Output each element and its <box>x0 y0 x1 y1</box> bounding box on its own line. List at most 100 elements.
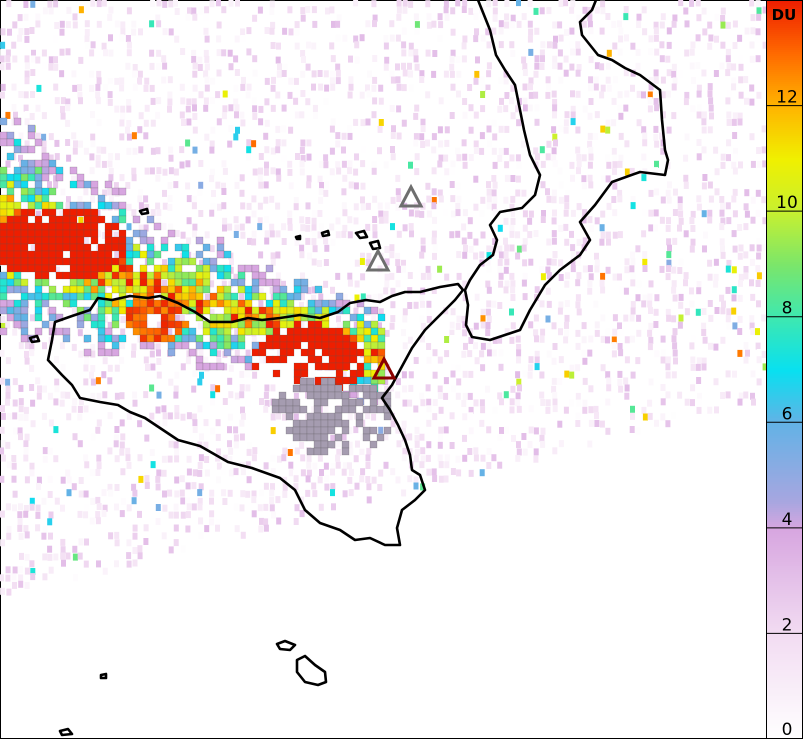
so2-pixel <box>89 153 95 161</box>
so2-pixel <box>197 188 203 196</box>
so2-pixel <box>279 341 288 350</box>
so2-pixel <box>131 132 137 140</box>
so2-pixel <box>659 55 665 63</box>
so2-pixel <box>426 300 432 308</box>
so2-pixel <box>0 426 5 434</box>
so2-pixel <box>347 413 353 421</box>
so2-pixel <box>34 271 43 280</box>
so2-pixel <box>335 292 344 301</box>
so2-pixel <box>279 348 288 357</box>
so2-pixel <box>594 111 600 119</box>
so2-pixel <box>13 278 22 287</box>
so2-pixel <box>24 531 30 539</box>
so2-pixel <box>321 320 330 329</box>
so2-pixel <box>216 357 222 365</box>
so2-pixel <box>181 334 190 343</box>
so2-pixel <box>265 320 274 329</box>
so2-pixel <box>160 313 169 322</box>
so2-pixel <box>209 299 218 308</box>
so2-pixel <box>672 328 678 336</box>
so2-pixel <box>408 223 414 231</box>
so2-pixel <box>139 334 148 343</box>
so2-pixel <box>636 280 642 288</box>
so2-pixel <box>0 91 5 99</box>
so2-pixel <box>641 300 647 308</box>
colorbar-band <box>766 652 803 655</box>
so2-pixel <box>359 448 365 456</box>
so2-pixel <box>347 153 353 161</box>
so2-pixel <box>34 201 43 210</box>
so2-pixel <box>120 468 126 476</box>
so2-pixel <box>744 27 750 35</box>
so2-pixel <box>179 161 185 169</box>
so2-pixel <box>104 250 113 259</box>
so2-pixel <box>419 133 425 141</box>
so2-pixel <box>509 203 515 211</box>
so2-pixel <box>41 497 47 505</box>
so2-pixel <box>522 370 528 378</box>
so2-pixel <box>156 469 162 477</box>
so2-pixel <box>210 391 216 399</box>
so2-pixel <box>756 147 762 154</box>
so2-pixel <box>671 315 677 323</box>
so2-pixel <box>13 229 22 238</box>
so2-pixel <box>390 287 396 295</box>
so2-pixel <box>160 334 169 343</box>
so2-pixel <box>191 7 197 15</box>
so2-pixel <box>179 314 185 322</box>
so2-pixel <box>587 287 593 295</box>
so2-pixel <box>84 461 90 469</box>
colorbar-band <box>766 730 803 733</box>
so2-pixel <box>311 258 317 266</box>
colorbar-band <box>766 470 803 473</box>
so2-pixel <box>54 153 60 161</box>
so2-pixel <box>12 378 18 386</box>
so2-pixel <box>328 299 337 308</box>
so2-pixel <box>132 64 138 71</box>
so2-pixel <box>198 7 204 15</box>
so2-pixel <box>132 215 141 224</box>
so2-pixel <box>62 292 71 301</box>
so2-pixel <box>654 294 660 302</box>
so2-pixel <box>29 497 35 505</box>
so2-pixel <box>132 524 138 532</box>
so2-pixel <box>95 511 101 519</box>
so2-pixel <box>648 307 653 314</box>
colorbar-band <box>766 680 803 683</box>
so2-pixel <box>654 350 660 358</box>
so2-pixel <box>5 398 10 406</box>
so2-pixel <box>594 259 600 267</box>
so2-pixel <box>426 356 432 364</box>
so2-pixel <box>292 426 301 435</box>
so2-pixel <box>342 376 351 385</box>
colorbar-band <box>766 154 803 157</box>
so2-pixel <box>314 299 323 308</box>
so2-pixel <box>209 209 215 217</box>
colorbar-band <box>766 588 803 591</box>
so2-pixel <box>653 321 659 328</box>
colorbar-band <box>766 100 803 103</box>
so2-pixel <box>72 433 78 441</box>
so2-pixel <box>761 351 766 358</box>
so2-pixel <box>545 188 550 196</box>
so2-pixel <box>353 203 359 211</box>
so2-pixel <box>636 119 642 127</box>
so2-pixel <box>369 398 378 407</box>
so2-pixel <box>492 181 498 189</box>
so2-pixel <box>179 489 185 497</box>
so2-pixel <box>473 175 479 183</box>
so2-pixel <box>461 42 467 50</box>
colorbar-band <box>766 568 803 571</box>
colorbar-band <box>766 32 803 35</box>
colorbar-band <box>766 254 803 257</box>
so2-pixel <box>665 371 671 379</box>
so2-pixel <box>438 406 444 414</box>
so2-pixel <box>41 187 50 196</box>
colorbar-band <box>766 238 803 241</box>
so2-pixel <box>132 147 138 155</box>
so2-pixel <box>449 321 455 329</box>
so2-pixel <box>281 280 286 288</box>
so2-pixel <box>138 146 144 154</box>
so2-pixel <box>137 545 143 553</box>
so2-pixel <box>372 293 378 301</box>
